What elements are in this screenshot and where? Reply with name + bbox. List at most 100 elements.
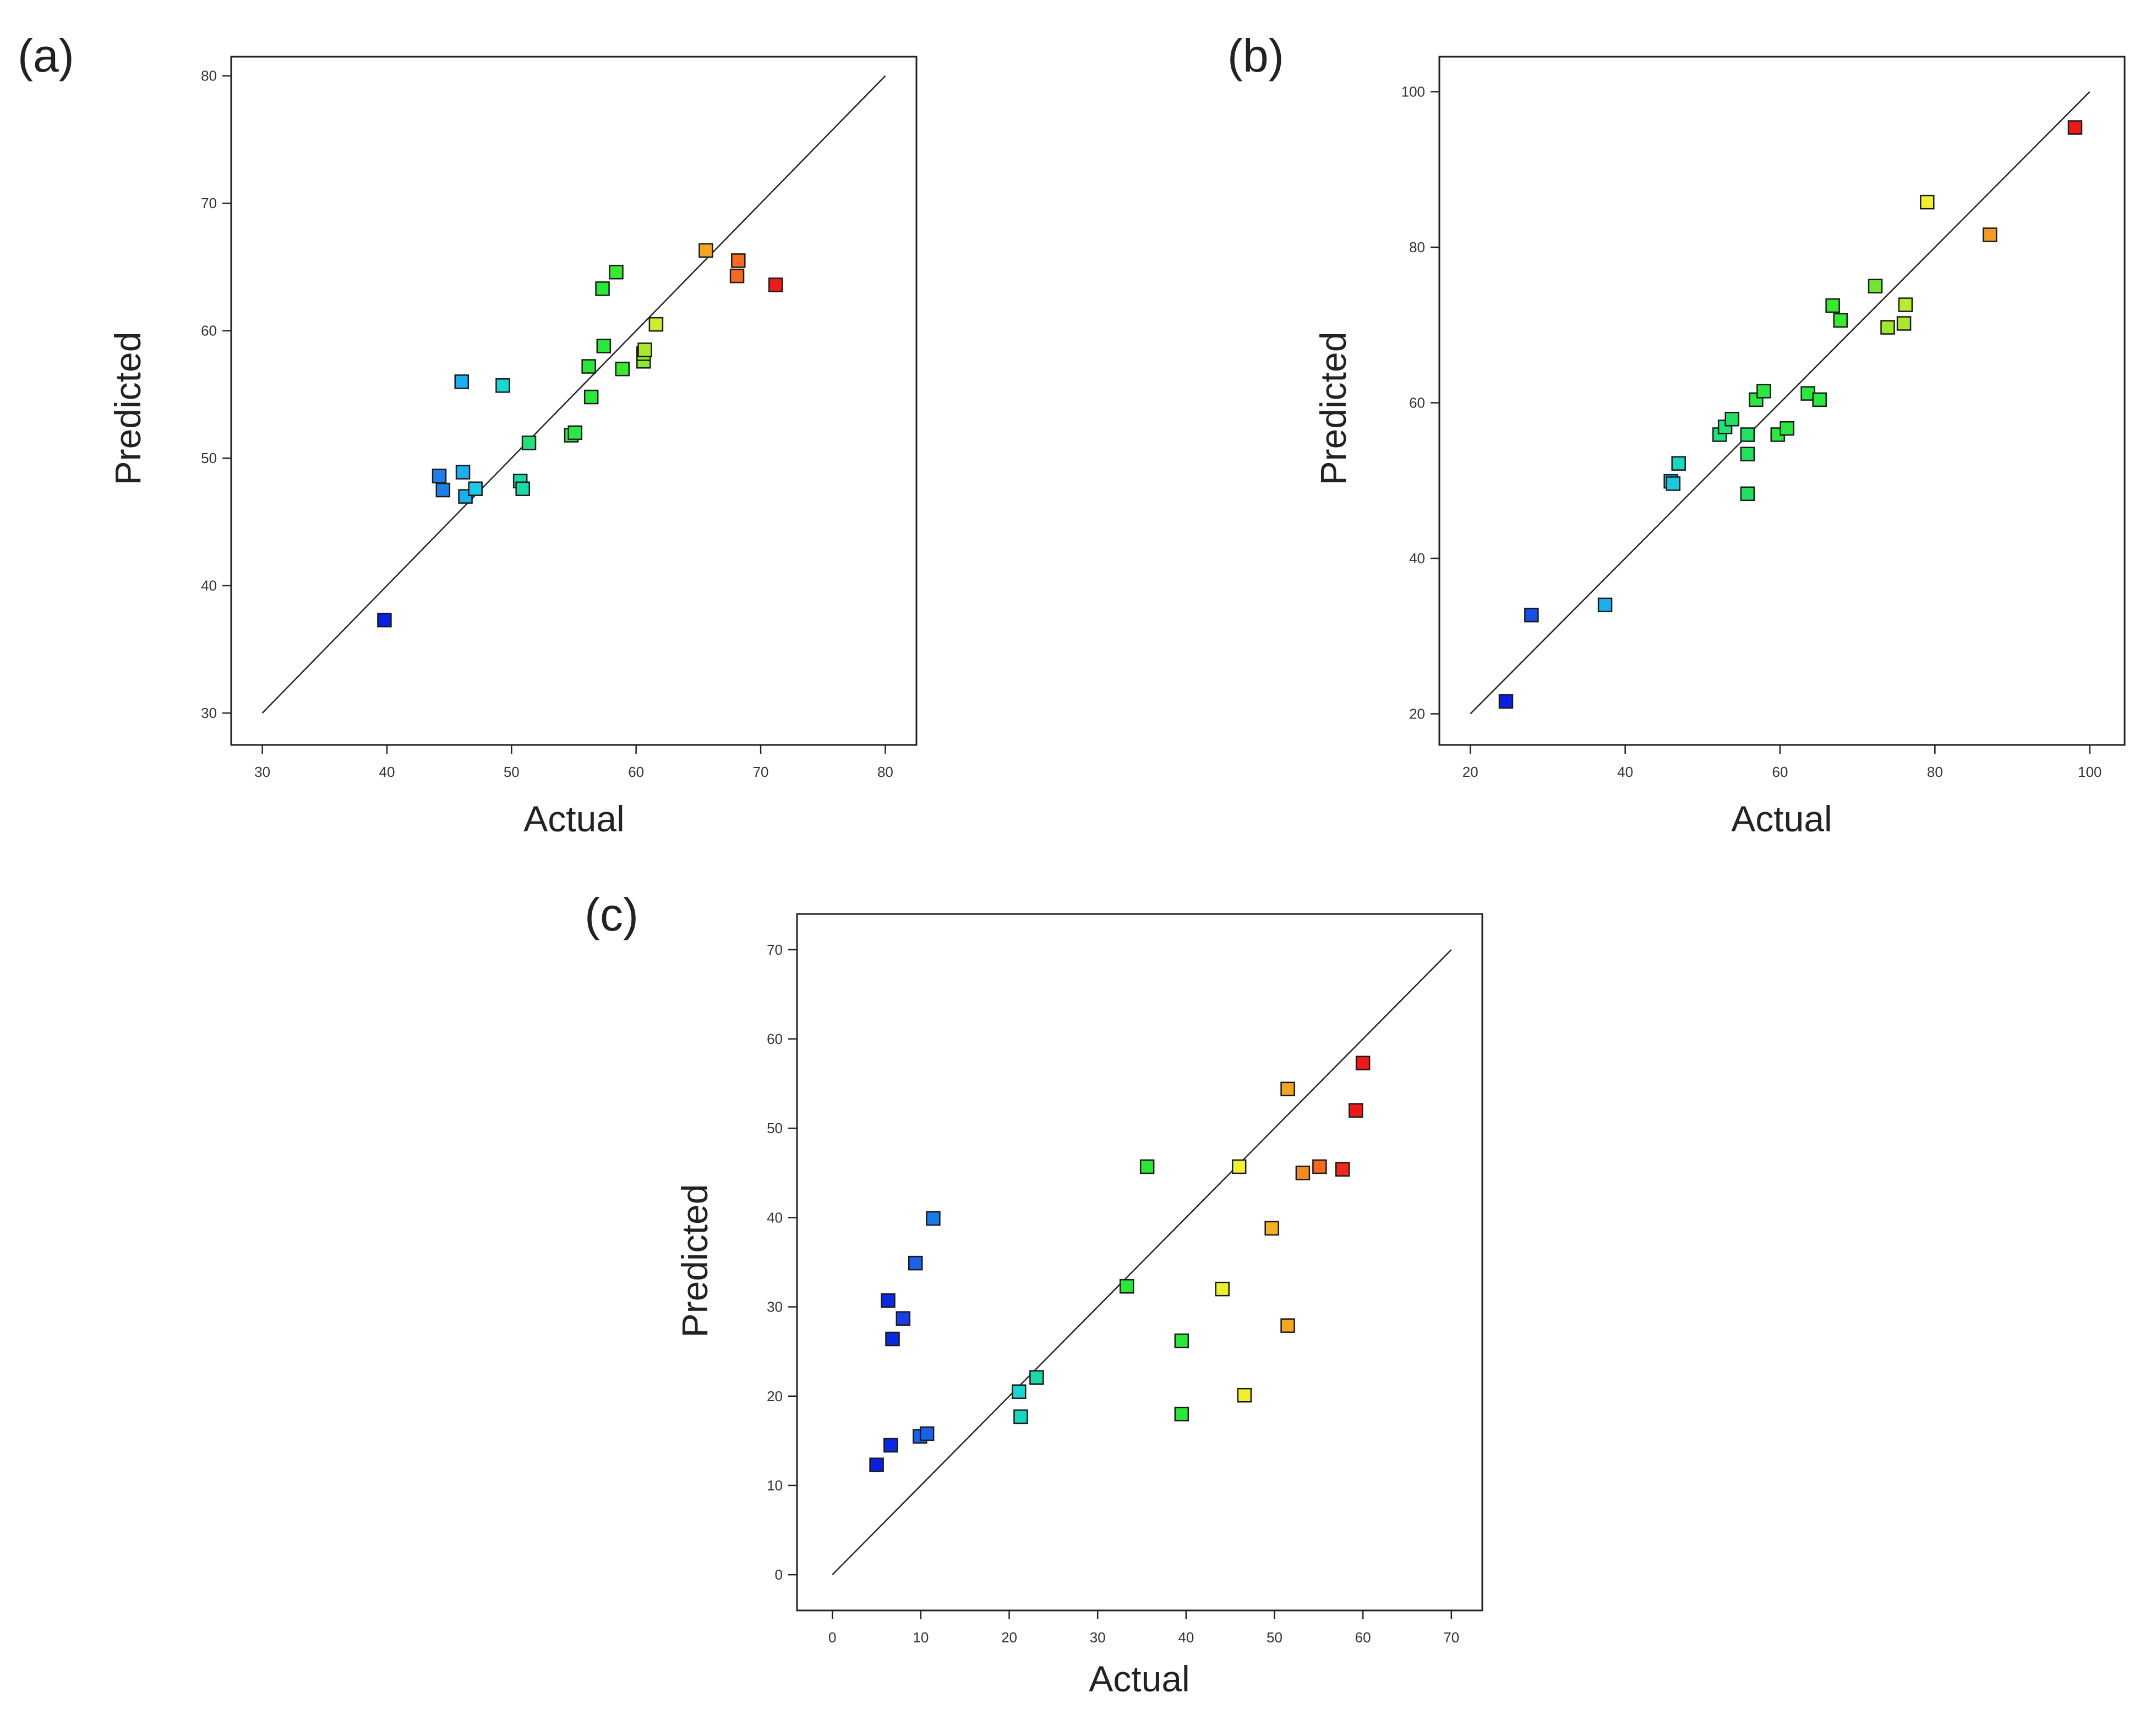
data-point — [595, 281, 610, 296]
data-point — [1139, 1159, 1155, 1174]
data-point — [1780, 421, 1794, 436]
x-tick-label: 100 — [2078, 764, 2102, 780]
reference-line — [1470, 91, 2090, 715]
data-point — [2067, 120, 2083, 135]
data-point — [698, 243, 713, 258]
data-point — [1295, 1166, 1311, 1180]
data-point — [377, 612, 392, 628]
data-point — [1756, 384, 1771, 399]
data-point — [615, 361, 630, 377]
data-point — [1335, 1162, 1350, 1177]
x-tick-label: 60 — [1355, 1629, 1371, 1646]
data-point — [883, 1438, 898, 1453]
data-point — [1119, 1279, 1134, 1294]
x-tick-label: 30 — [1090, 1629, 1106, 1646]
x-tick-label: 70 — [753, 764, 769, 780]
y-axis-title: Predicted — [674, 1184, 715, 1338]
data-point — [1349, 1103, 1363, 1118]
data-point — [1029, 1370, 1044, 1385]
x-tick-label: 70 — [1443, 1629, 1459, 1646]
data-point — [1013, 1409, 1028, 1424]
y-tick-label: 40 — [1409, 550, 1425, 567]
data-point — [515, 481, 530, 496]
data-point — [1920, 194, 1935, 210]
data-point — [1174, 1406, 1189, 1422]
data-point — [919, 1426, 935, 1441]
plot-frame — [1438, 56, 2126, 746]
data-point — [1498, 694, 1514, 709]
y-tick-label: 80 — [1409, 239, 1425, 255]
data-point — [609, 264, 624, 280]
x-tick-label: 80 — [1927, 764, 1943, 780]
panel-c: (c) 0 10 20 30 40 50 60 70 0 10 20 30 40 50 60 70 Actual P… — [585, 889, 1483, 1699]
x-tick-label: 60 — [628, 764, 644, 780]
y-tick-label: 100 — [1401, 84, 1425, 100]
data-point — [521, 436, 537, 450]
y-tick-label: 30 — [201, 705, 217, 721]
y-tick-label: 60 — [201, 323, 217, 339]
panel-b: (b) 20 40 60 80 100 20 40 60 80 100 Actual Predicted — [1227, 30, 2126, 839]
y-tick-label: 10 — [767, 1477, 783, 1494]
y-tick-label: 60 — [767, 1031, 783, 1047]
panel-label: (c) — [585, 889, 638, 940]
y-tick-label: 30 — [767, 1299, 783, 1315]
data-point — [1880, 320, 1895, 335]
data-point — [455, 465, 471, 480]
data-point — [596, 339, 612, 353]
data-point — [768, 277, 783, 292]
data-point — [1666, 476, 1681, 491]
data-point — [1524, 607, 1539, 623]
reference-line — [261, 75, 886, 714]
y-tick-label: 70 — [201, 195, 217, 211]
x-tick-label: 40 — [1178, 1629, 1194, 1646]
data-point — [581, 359, 596, 374]
data-point — [495, 378, 510, 393]
data-point — [1898, 297, 1913, 312]
x-tick-label: 30 — [254, 764, 270, 780]
data-point — [885, 1331, 900, 1347]
y-axis-title: Predicted — [1313, 332, 1353, 486]
x-tick-label: 40 — [379, 764, 395, 780]
data-point — [926, 1211, 941, 1226]
data-point — [1740, 486, 1755, 502]
x-tick-label: 50 — [1267, 1629, 1282, 1646]
y-tick-label: 40 — [201, 578, 217, 594]
data-point — [1982, 227, 1997, 242]
data-point — [435, 482, 451, 498]
y-tick-label: 50 — [201, 450, 217, 466]
x-tick-label: 20 — [1462, 764, 1478, 780]
x-tick-label: 40 — [1617, 764, 1633, 780]
data-point — [648, 317, 664, 332]
x-tick-label: 80 — [877, 764, 893, 780]
data-point — [1724, 411, 1740, 427]
data-point — [1740, 427, 1755, 442]
y-axis-title: Predicted — [107, 332, 148, 486]
data-point — [881, 1293, 896, 1308]
panel-label: (b) — [1227, 30, 1284, 81]
x-tick-label: 0 — [828, 1629, 836, 1646]
data-point — [1312, 1159, 1327, 1174]
x-tick-label: 50 — [504, 764, 520, 780]
y-tick-label: 50 — [767, 1120, 783, 1136]
x-tick-label: 10 — [913, 1629, 929, 1646]
data-point — [908, 1255, 923, 1271]
data-point — [731, 253, 746, 268]
data-point — [1215, 1281, 1230, 1297]
panel-a: (a) 30 40 50 60 70 80 30 40 50 60 70 80 Actual Predict… — [18, 30, 918, 839]
data-point — [1231, 1159, 1247, 1174]
y-tick-label: 0 — [775, 1566, 783, 1583]
data-point — [454, 374, 470, 389]
x-axis-title: Actual — [1089, 1658, 1189, 1699]
data-point — [869, 1457, 884, 1472]
data-point — [1896, 316, 1912, 331]
data-point — [637, 342, 652, 357]
y-tick-label: 70 — [767, 941, 783, 958]
x-axis-title: Actual — [523, 798, 624, 839]
data-point — [1237, 1387, 1252, 1403]
plot-frame — [230, 56, 918, 746]
data-point — [1280, 1081, 1295, 1097]
data-point — [1825, 298, 1840, 313]
y-tick-label: 40 — [767, 1209, 783, 1226]
data-point — [1671, 456, 1686, 471]
data-point — [729, 268, 745, 284]
